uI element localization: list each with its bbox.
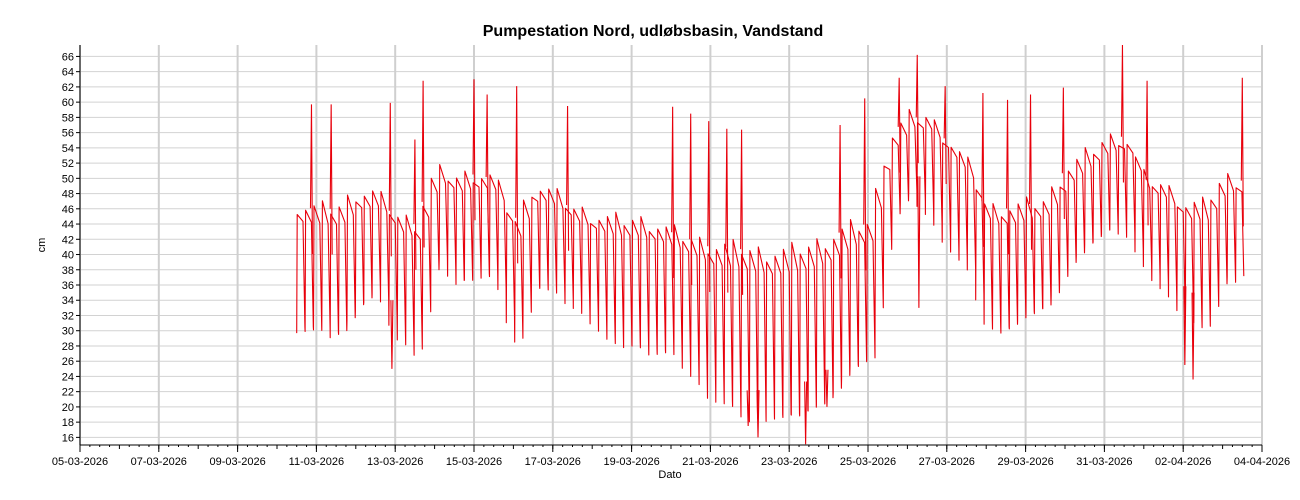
- series-spike: [1120, 44, 1125, 183]
- x-tick-label: 13-03-2026: [367, 456, 423, 468]
- x-tick-label: 19-03-2026: [603, 456, 659, 468]
- y-tick-label: 26: [62, 356, 74, 368]
- series-spike: [725, 128, 729, 293]
- x-tick-label: 25-03-2026: [840, 456, 896, 468]
- y-tick-label: 34: [62, 295, 74, 307]
- y-tick-label: 16: [62, 432, 74, 444]
- x-tick-label: 27-03-2026: [919, 456, 975, 468]
- y-tick-label: 46: [62, 204, 74, 216]
- tick-labels: 16 18 20 22 24 26 28 30 32 34 36 38 40 42 44 46 48 50 52 54…: [52, 51, 1290, 468]
- series-spike: [566, 105, 570, 251]
- y-tick-label: 44: [62, 219, 74, 231]
- x-tick-label: 11-03-2026: [289, 456, 344, 468]
- series-spike: [981, 92, 985, 247]
- y-tick-label: 50: [62, 173, 74, 185]
- y-tick-label: 64: [62, 67, 74, 79]
- y-tick-label: 20: [62, 402, 74, 414]
- series-spike: [1240, 77, 1244, 227]
- series-spike: [838, 124, 842, 279]
- x-tick-label: 07-03-2026: [131, 456, 187, 468]
- y-tick-label: 56: [62, 128, 74, 140]
- y-tick-label: 38: [62, 265, 74, 277]
- series-dip: [1191, 292, 1195, 380]
- y-tick-label: 58: [62, 112, 74, 124]
- y-tick-label: 32: [62, 310, 74, 322]
- x-axis-label: Dato: [658, 469, 681, 481]
- y-tick-label: 42: [62, 234, 74, 246]
- series-spike: [515, 86, 519, 264]
- y-tick-label: 30: [62, 326, 74, 338]
- series-spike: [472, 79, 476, 221]
- axes: [76, 45, 1263, 452]
- y-tick-label: 40: [62, 250, 74, 262]
- series-spike: [671, 106, 675, 279]
- series-spike: [421, 80, 425, 248]
- series-spike: [1145, 80, 1149, 226]
- x-tick-label: 17-03-2026: [525, 456, 581, 468]
- series-dip: [390, 300, 394, 369]
- y-tick-label: 52: [62, 158, 74, 170]
- y-tick-label: 18: [62, 417, 74, 429]
- x-tick-label: 04-04-2026: [1234, 456, 1290, 468]
- y-tick-label: 36: [62, 280, 74, 292]
- y-tick-label: 60: [62, 97, 74, 109]
- series-dip: [825, 369, 829, 407]
- series-dip: [917, 176, 921, 308]
- y-tick-label: 54: [62, 143, 74, 155]
- x-tick-label: 15-03-2026: [446, 456, 502, 468]
- x-tick-label: 29-03-2026: [997, 456, 1053, 468]
- series-spike: [740, 129, 744, 295]
- x-tick-label: 09-03-2026: [209, 456, 265, 468]
- series-spike: [863, 98, 867, 271]
- y-tick-label: 62: [62, 82, 74, 94]
- x-tick-label: 05-03-2026: [52, 456, 108, 468]
- series-dip: [1183, 286, 1187, 366]
- series-spike: [707, 121, 711, 292]
- series-dip: [746, 390, 750, 426]
- y-tick-label: 24: [62, 371, 74, 383]
- x-tick-label: 21-03-2026: [682, 456, 738, 468]
- series-spike: [309, 104, 314, 254]
- series-spike: [329, 104, 333, 255]
- y-tick-label: 66: [62, 51, 74, 63]
- y-tick-label: 22: [62, 387, 74, 399]
- series-dip: [804, 381, 808, 445]
- y-tick-label: 48: [62, 189, 74, 201]
- series-spike: [897, 77, 901, 173]
- series-layer: [296, 44, 1245, 445]
- series-spike: [485, 94, 489, 223]
- x-tick-label: 02-04-2026: [1155, 456, 1211, 468]
- series-line: [296, 108, 1245, 423]
- series-dip: [756, 390, 760, 438]
- series-spike: [689, 113, 693, 286]
- series-spike: [1028, 94, 1033, 250]
- x-tick-label: 31-03-2026: [1076, 456, 1132, 468]
- series-spike: [413, 139, 417, 270]
- y-axis-label: cm: [36, 238, 48, 253]
- x-tick-label: 23-03-2026: [761, 456, 817, 468]
- grid: [79, 45, 1263, 445]
- series-spike: [915, 54, 919, 164]
- chart-title: Pumpestation Nord, udløbsbasin, Vandstan…: [483, 23, 823, 40]
- series-spike: [1061, 87, 1065, 219]
- series-spike: [1005, 99, 1010, 255]
- y-tick-label: 28: [62, 341, 74, 353]
- series-spike: [943, 86, 947, 185]
- series-spike: [388, 102, 392, 257]
